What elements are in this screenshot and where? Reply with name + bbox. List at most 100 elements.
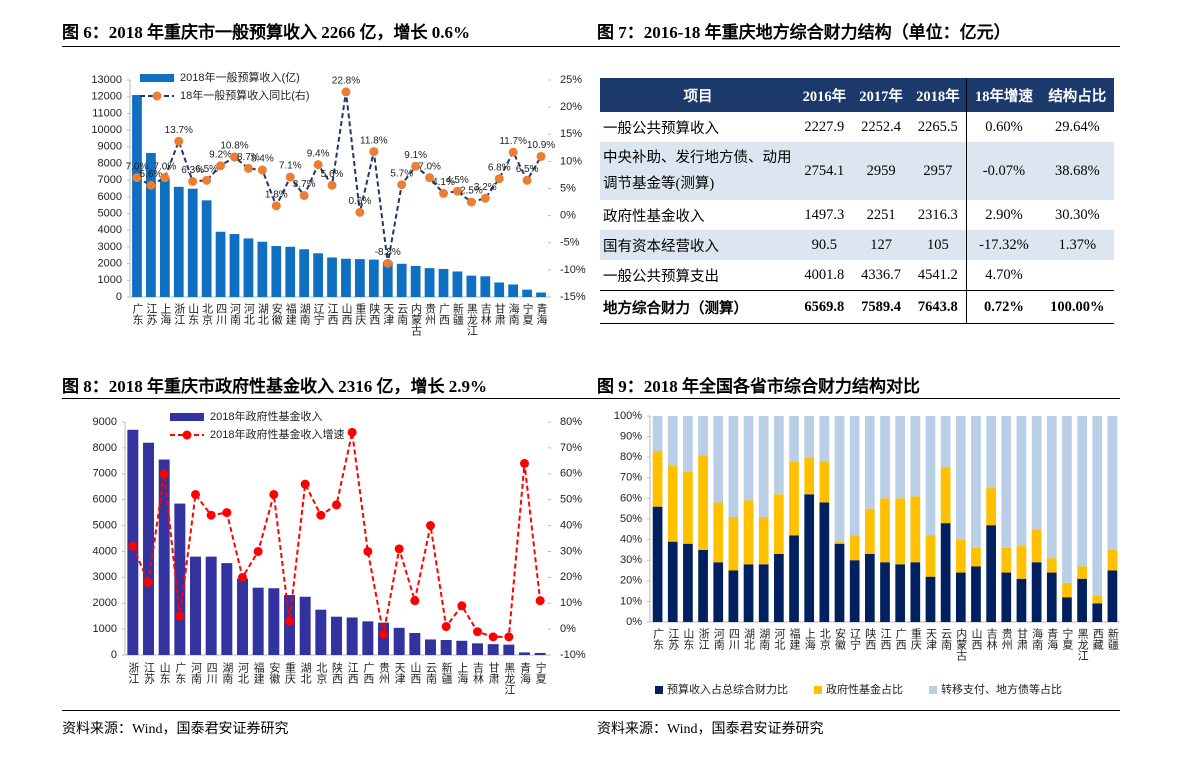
y2-tick-label: 0% <box>560 210 576 222</box>
bar-segment <box>804 494 815 622</box>
bar-segment <box>743 416 754 501</box>
table-cell: 4541.2 <box>917 266 958 283</box>
x-tick-label: 湖北 <box>743 628 756 650</box>
x-tick-label: 贵州 <box>378 662 391 684</box>
bar-segment <box>1092 416 1103 596</box>
bar <box>396 263 407 297</box>
x-tick-label: 福建 <box>788 627 801 651</box>
x-tick-label: 新疆 <box>451 302 464 325</box>
x-tick-label: 内蒙古 <box>955 627 968 661</box>
data-label: 8.4% <box>251 154 274 165</box>
table-cell: 2959 <box>852 142 910 200</box>
x-tick-label: 辽宁 <box>849 628 862 650</box>
bar-segment <box>1062 582 1072 598</box>
data-label: 11.7% <box>499 136 527 147</box>
bar-segment <box>971 416 981 548</box>
bar <box>480 276 491 297</box>
legend-label: 政府性基金占比 <box>826 682 903 696</box>
y2-tick-label: 20% <box>560 101 582 113</box>
bar-segment <box>940 467 951 524</box>
y-tick-label: 20% <box>620 575 642 587</box>
bar <box>534 652 546 655</box>
marker <box>383 258 393 268</box>
legend-marker <box>182 430 192 440</box>
bar-segment <box>758 564 769 622</box>
bar-segment <box>910 496 921 563</box>
table-cell: -0.07% <box>966 142 1041 200</box>
source-note: 资料来源：Wind，国泰君安证券研究 <box>597 722 824 737</box>
x-tick-label: 黑龙江 <box>503 662 516 695</box>
table-cell: -17.32% <box>966 230 1041 260</box>
y-tick-label: 13000 <box>91 74 122 86</box>
y-tick-label: 0 <box>116 291 122 303</box>
marker <box>369 147 379 157</box>
x-tick-label: 云南 <box>940 628 953 650</box>
bar <box>271 246 282 297</box>
bar <box>494 282 505 297</box>
x-tick-label: 陕西 <box>864 627 877 650</box>
x-tick-label: 四川 <box>205 662 218 684</box>
x-tick-label: 云南 <box>396 303 409 325</box>
x-tick-label: 吉林 <box>479 303 492 325</box>
marker <box>238 572 247 582</box>
x-tick-label: 北京 <box>201 303 214 326</box>
bar-segment <box>683 471 693 544</box>
y-tick-label: 1000 <box>93 623 117 635</box>
bar-segment <box>774 416 784 495</box>
bar <box>456 640 468 655</box>
bar-segment <box>1062 416 1072 583</box>
x-tick-label: 海南 <box>1031 627 1044 650</box>
data-label: 6.3% <box>181 165 204 176</box>
y-tick-label: 11000 <box>92 107 122 119</box>
x-tick-label: 重庆 <box>284 661 297 685</box>
bar <box>341 258 351 297</box>
data-label: 7.0% <box>418 161 441 172</box>
data-label: 5.7% <box>390 168 413 179</box>
marker <box>285 172 295 182</box>
marker <box>494 174 504 184</box>
bar-segment <box>728 416 739 517</box>
bar <box>132 95 142 298</box>
x-tick-label: 天津 <box>393 662 406 684</box>
header-cell: 2016年 <box>796 78 853 112</box>
bar-segment <box>743 500 754 565</box>
data-label: 3.2% <box>474 182 497 193</box>
bar-segment <box>849 560 860 622</box>
y2-tick-label: 50% <box>560 494 582 506</box>
marker <box>202 175 212 185</box>
table-cell: 1.37% <box>1040 230 1114 260</box>
bar <box>190 556 201 655</box>
x-tick-label: 甘肃 <box>493 303 506 326</box>
table-cell: 2227.9 <box>804 118 845 135</box>
bar-segment <box>1046 558 1057 573</box>
bar-segment <box>864 416 875 509</box>
bar-segment <box>789 535 799 622</box>
x-tick-label: 河北 <box>773 628 786 650</box>
legend-swatch <box>655 686 663 694</box>
x-tick-label: 河北 <box>242 303 255 325</box>
legend-label: 预算收入占总综合财力比 <box>667 682 788 696</box>
marker <box>174 136 184 146</box>
bar-segment <box>1001 572 1012 622</box>
table-cell: 2957 <box>909 142 967 200</box>
x-tick-label: 山东 <box>158 662 171 684</box>
bar <box>393 627 405 655</box>
bar <box>159 178 170 297</box>
x-tick-label: 浙江 <box>173 303 186 325</box>
marker <box>128 541 138 551</box>
marker <box>480 193 490 203</box>
bar-segment <box>880 416 890 499</box>
bar-segment <box>713 416 724 503</box>
bar-segment <box>667 465 678 542</box>
bar <box>487 644 499 655</box>
marker <box>222 508 232 518</box>
y2-tick-label: -15% <box>560 291 586 303</box>
y-tick-label: 6000 <box>93 494 117 506</box>
table-cell: 2.90% <box>966 200 1041 230</box>
bar-segment <box>834 541 845 544</box>
bar-segment <box>864 554 875 622</box>
bar <box>362 621 374 655</box>
table-row: 政府性基金收入 1497.3 2251 2316.3 2.90% 30.30% <box>600 200 1114 230</box>
bar-segment <box>925 535 936 577</box>
marker <box>206 510 216 520</box>
